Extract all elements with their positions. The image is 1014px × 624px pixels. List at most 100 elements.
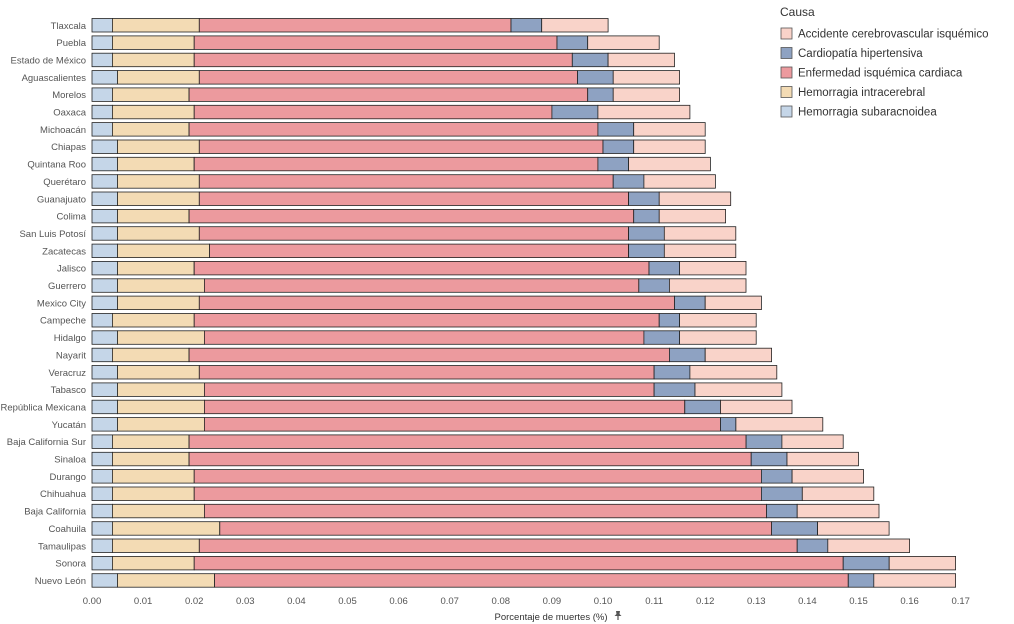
bar-segment-cardiopatía-hipertensiva[interactable] <box>761 486 803 501</box>
bar-segment-enfermedad-isquémica-cardiaca[interactable] <box>188 451 752 467</box>
bar-segment-accidente-cerebrovascular-isquémico[interactable] <box>704 295 762 311</box>
bar-segment-accidente-cerebrovascular-isquémico[interactable] <box>689 365 778 380</box>
bar-segment-cardiopatía-hipertensiva[interactable] <box>628 226 665 241</box>
bar-segment-hemorragia-subaracnoidea[interactable] <box>91 451 113 467</box>
bar-segment-accidente-cerebrovascular-isquémico[interactable] <box>827 538 910 553</box>
bar-segment-enfermedad-isquémica-cardiaca[interactable] <box>203 382 655 397</box>
bar-segment-cardiopatía-hipertensiva[interactable] <box>653 365 691 380</box>
bar-segment-cardiopatía-hipertensiva[interactable] <box>720 417 737 432</box>
bar-segment-cardiopatía-hipertensiva[interactable] <box>674 295 706 311</box>
bar-segment-enfermedad-isquémica-cardiaca[interactable] <box>188 208 635 224</box>
bar-segment-accidente-cerebrovascular-isquémico[interactable] <box>888 556 957 571</box>
bar-segment-enfermedad-isquémica-cardiaca[interactable] <box>203 330 645 345</box>
bar-segment-enfermedad-isquémica-cardiaca[interactable] <box>188 434 747 449</box>
bar-segment-hemorragia-subaracnoidea[interactable] <box>91 486 113 501</box>
bar-segment-enfermedad-isquémica-cardiaca[interactable] <box>198 538 798 553</box>
bar-segment-accidente-cerebrovascular-isquémico[interactable] <box>791 469 864 484</box>
bar-segment-cardiopatía-hipertensiva[interactable] <box>612 174 645 189</box>
bar-segment-hemorragia-subaracnoidea[interactable] <box>91 382 119 397</box>
bar-segment-cardiopatía-hipertensiva[interactable] <box>842 556 890 571</box>
bar-segment-enfermedad-isquémica-cardiaca[interactable] <box>219 521 773 536</box>
bar-segment-accidente-cerebrovascular-isquémico[interactable] <box>612 87 681 102</box>
pin-icon[interactable] <box>614 611 622 620</box>
bar-segment-hemorragia-subaracnoidea[interactable] <box>91 417 119 432</box>
bar-segment-cardiopatía-hipertensiva[interactable] <box>796 538 829 553</box>
bar-segment-hemorragia-intracerebral[interactable] <box>117 260 195 276</box>
bar-segment-hemorragia-intracerebral[interactable] <box>112 347 190 363</box>
bar-segment-hemorragia-intracerebral[interactable] <box>117 70 200 85</box>
bar-segment-accidente-cerebrovascular-isquémico[interactable] <box>679 260 747 276</box>
bar-segment-hemorragia-subaracnoidea[interactable] <box>91 295 119 311</box>
bar-segment-hemorragia-intracerebral[interactable] <box>117 278 205 293</box>
bar-segment-hemorragia-intracerebral[interactable] <box>112 18 200 33</box>
bar-segment-hemorragia-intracerebral[interactable] <box>117 191 200 206</box>
bar-segment-cardiopatía-hipertensiva[interactable] <box>602 139 635 154</box>
bar-segment-accidente-cerebrovascular-isquémico[interactable] <box>801 486 875 501</box>
bar-segment-accidente-cerebrovascular-isquémico[interactable] <box>796 503 880 519</box>
bar-segment-enfermedad-isquémica-cardiaca[interactable] <box>198 18 512 33</box>
bar-segment-enfermedad-isquémica-cardiaca[interactable] <box>193 156 599 172</box>
bar-segment-hemorragia-intracerebral[interactable] <box>117 382 205 397</box>
bar-segment-cardiopatía-hipertensiva[interactable] <box>771 521 818 536</box>
bar-segment-hemorragia-subaracnoidea[interactable] <box>91 573 119 588</box>
bar-segment-hemorragia-subaracnoidea[interactable] <box>91 70 119 85</box>
bar-segment-accidente-cerebrovascular-isquémico[interactable] <box>679 330 757 345</box>
bar-segment-hemorragia-intracerebral[interactable] <box>112 469 195 484</box>
bar-segment-hemorragia-intracerebral[interactable] <box>117 330 205 345</box>
bar-segment-accidente-cerebrovascular-isquémico[interactable] <box>658 191 732 206</box>
bar-segment-hemorragia-subaracnoidea[interactable] <box>91 18 113 33</box>
bar-segment-hemorragia-intracerebral[interactable] <box>117 417 205 432</box>
bar-segment-hemorragia-subaracnoidea[interactable] <box>91 87 113 102</box>
bar-segment-enfermedad-isquémica-cardiaca[interactable] <box>198 295 675 311</box>
bar-segment-accidente-cerebrovascular-isquémico[interactable] <box>663 226 737 241</box>
bar-segment-accidente-cerebrovascular-isquémico[interactable] <box>633 139 706 154</box>
bar-segment-hemorragia-subaracnoidea[interactable] <box>91 313 113 328</box>
bar-segment-hemorragia-subaracnoidea[interactable] <box>91 52 113 68</box>
bar-segment-accidente-cerebrovascular-isquémico[interactable] <box>587 35 660 50</box>
bar-segment-hemorragia-intracerebral[interactable] <box>112 486 195 501</box>
bar-segment-hemorragia-subaracnoidea[interactable] <box>91 503 113 519</box>
bar-segment-accidente-cerebrovascular-isquémico[interactable] <box>704 347 773 363</box>
bar-segment-hemorragia-intracerebral[interactable] <box>117 573 215 588</box>
bar-segment-hemorragia-intracerebral[interactable] <box>112 451 190 467</box>
bar-segment-accidente-cerebrovascular-isquémico[interactable] <box>607 52 675 68</box>
bar-segment-hemorragia-intracerebral[interactable] <box>117 156 195 172</box>
bar-segment-enfermedad-isquémica-cardiaca[interactable] <box>193 486 762 501</box>
bar-segment-cardiopatía-hipertensiva[interactable] <box>643 330 681 345</box>
bar-segment-cardiopatía-hipertensiva[interactable] <box>669 347 706 363</box>
bar-segment-hemorragia-intracerebral[interactable] <box>112 35 195 50</box>
bar-segment-enfermedad-isquémica-cardiaca[interactable] <box>188 347 670 363</box>
bar-segment-hemorragia-subaracnoidea[interactable] <box>91 156 119 172</box>
bar-segment-cardiopatía-hipertensiva[interactable] <box>587 87 614 102</box>
bar-segment-enfermedad-isquémica-cardiaca[interactable] <box>203 278 640 293</box>
bar-segment-enfermedad-isquémica-cardiaca[interactable] <box>198 226 629 241</box>
bar-segment-hemorragia-intracerebral[interactable] <box>112 538 200 553</box>
bar-segment-cardiopatía-hipertensiva[interactable] <box>766 503 798 519</box>
bar-segment-hemorragia-intracerebral[interactable] <box>112 503 205 519</box>
bar-segment-enfermedad-isquémica-cardiaca[interactable] <box>193 35 558 50</box>
bar-segment-cardiopatía-hipertensiva[interactable] <box>761 469 793 484</box>
bar-segment-accidente-cerebrovascular-isquémico[interactable] <box>735 417 824 432</box>
bar-segment-enfermedad-isquémica-cardiaca[interactable] <box>203 417 721 432</box>
bar-segment-hemorragia-subaracnoidea[interactable] <box>91 399 119 415</box>
bar-segment-accidente-cerebrovascular-isquémico[interactable] <box>633 122 706 137</box>
bar-segment-hemorragia-subaracnoidea[interactable] <box>91 434 113 449</box>
bar-segment-cardiopatía-hipertensiva[interactable] <box>638 278 670 293</box>
bar-segment-hemorragia-subaracnoidea[interactable] <box>91 260 119 276</box>
bar-segment-hemorragia-subaracnoidea[interactable] <box>91 191 119 206</box>
bar-segment-accidente-cerebrovascular-isquémico[interactable] <box>817 521 890 536</box>
bar-segment-cardiopatía-hipertensiva[interactable] <box>556 35 589 50</box>
bar-segment-hemorragia-intracerebral[interactable] <box>112 313 195 328</box>
bar-segment-accidente-cerebrovascular-isquémico[interactable] <box>597 104 691 120</box>
bar-segment-cardiopatía-hipertensiva[interactable] <box>653 382 696 397</box>
bar-segment-accidente-cerebrovascular-isquémico[interactable] <box>873 573 956 588</box>
bar-segment-accidente-cerebrovascular-isquémico[interactable] <box>679 313 757 328</box>
bar-segment-accidente-cerebrovascular-isquémico[interactable] <box>669 278 747 293</box>
bar-segment-cardiopatía-hipertensiva[interactable] <box>745 434 783 449</box>
bar-segment-enfermedad-isquémica-cardiaca[interactable] <box>198 70 578 85</box>
bar-segment-enfermedad-isquémica-cardiaca[interactable] <box>188 87 589 102</box>
bar-segment-cardiopatía-hipertensiva[interactable] <box>510 18 543 33</box>
bar-segment-hemorragia-intracerebral[interactable] <box>112 87 190 102</box>
bar-segment-accidente-cerebrovascular-isquémico[interactable] <box>781 434 844 449</box>
bar-segment-hemorragia-intracerebral[interactable] <box>117 208 190 224</box>
